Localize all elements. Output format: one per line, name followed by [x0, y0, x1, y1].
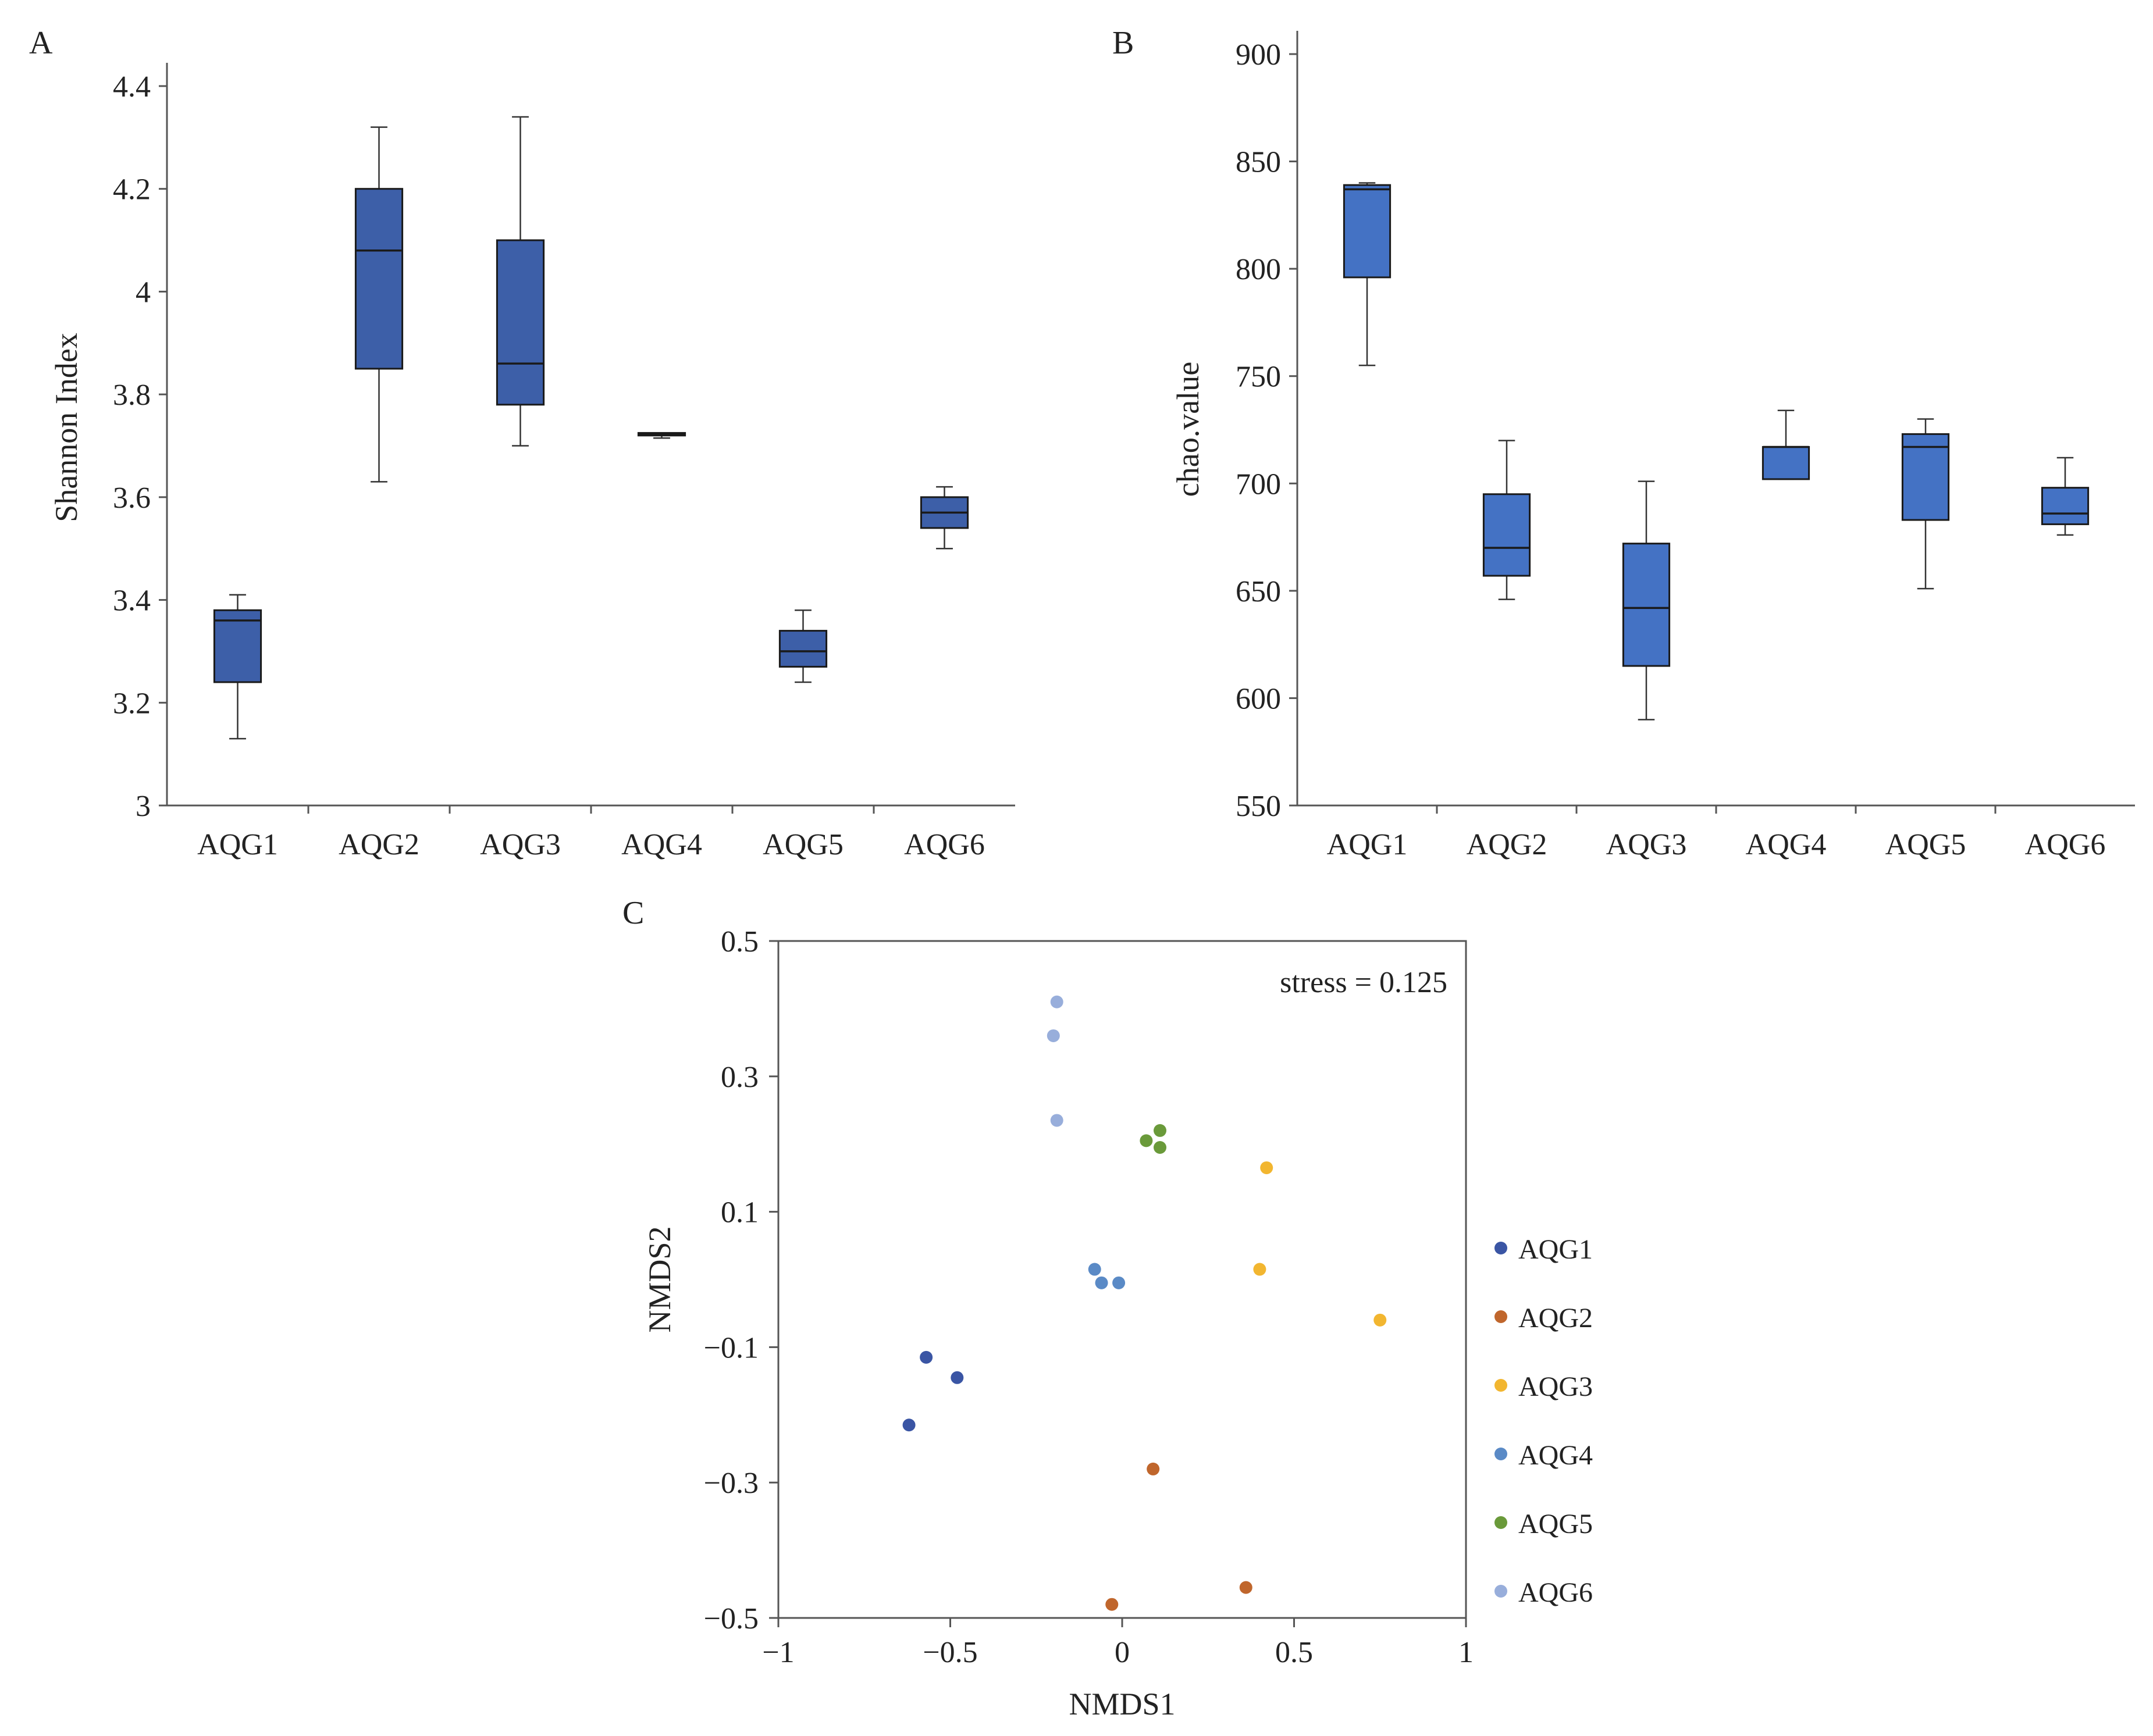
- scatter-point-aqg2: [1105, 1598, 1119, 1611]
- panel-b-y-tick-label: 850: [1236, 146, 1281, 179]
- scatter-point-aqg3: [1253, 1263, 1266, 1276]
- panel-b-x-tick-label: AQG5: [1885, 828, 1966, 861]
- panel-c-y-axis-title: NMDS2: [642, 1226, 677, 1332]
- panel-a-y-tick-label: 3.6: [113, 482, 151, 515]
- scatter-point-aqg3: [1260, 1161, 1273, 1174]
- panel-b-x-tick-label: AQG2: [1467, 828, 1547, 861]
- panel-a-y-axis-title: Shannon Index: [49, 333, 84, 522]
- panel-c-x-tick-label: −0.5: [923, 1636, 977, 1669]
- scatter-point-aqg1: [902, 1418, 916, 1432]
- legend-marker-aqg3: [1494, 1379, 1507, 1392]
- panel-b-y-tick-label: 900: [1236, 38, 1281, 72]
- panel-b-box-aqg3: [1622, 543, 1671, 667]
- panel-a-shannon: A 3 3.2 3.4 3.6 3.8 4 4.2 4.4 AQG1 AQG2 AQG3 AQG4 AQ…: [29, 25, 1015, 861]
- panel-label-c: C: [622, 895, 644, 931]
- scatter-point-aqg5: [1154, 1124, 1167, 1137]
- panel-b-y-tick-label: 800: [1236, 253, 1281, 286]
- panel-a-box-aqg5: [778, 630, 828, 668]
- scatter-point-aqg1: [951, 1371, 964, 1384]
- legend-label-aqg2: AQG2: [1518, 1303, 1593, 1334]
- panel-b-box-aqg2: [1482, 493, 1531, 577]
- scatter-point-aqg5: [1140, 1134, 1153, 1147]
- panel-b-chao: B 550 600 650 700 750 800 850 900 AQG1 AQG2 AQG3 AQ…: [1112, 25, 2135, 861]
- panel-b-y-tick-label: 750: [1236, 361, 1281, 394]
- panel-b-y-tick-label: 650: [1236, 575, 1281, 608]
- legend-label-aqg1: AQG1: [1518, 1234, 1593, 1265]
- legend-label-aqg5: AQG5: [1518, 1509, 1593, 1539]
- panel-c-y-tick-label: 0.1: [721, 1196, 759, 1229]
- panel-a-y-tick-label: 3.8: [113, 379, 151, 412]
- panel-c-y-tick-label: −0.3: [704, 1467, 759, 1500]
- panel-a-box-aqg2: [354, 188, 404, 370]
- panel-c-x-tick-label: −1: [762, 1636, 794, 1669]
- panel-a-x-tick-label: AQG5: [763, 828, 844, 861]
- scatter-point-aqg6: [1050, 995, 1063, 1008]
- panel-b-y-axis-title: chao.value: [1170, 362, 1205, 497]
- panel-c-y-tick-label: −0.5: [704, 1602, 759, 1635]
- scatter-point-aqg2: [1239, 1581, 1252, 1594]
- panel-a-y-tick-label: 4: [136, 276, 151, 309]
- panel-b-y-tick-label: 700: [1236, 468, 1281, 501]
- panel-c-legend: AQG1 AQG2 AQG3 AQG4 AQG5 AQG6: [1494, 1234, 1593, 1608]
- legend-marker-aqg1: [1494, 1242, 1507, 1254]
- panel-c-y-tick-label: 0.5: [721, 925, 759, 958]
- panel-a-box-aqg1: [213, 609, 262, 683]
- panel-c-plot-area: −1 −0.5 0 0.5 1−0.5−0.3−0.10.10.30.5: [704, 925, 1474, 1669]
- panel-b-plot-area: 550 600 650 700 750 800 850 900 AQG1 AQG2 AQG3 AQG4…: [1236, 31, 2135, 861]
- legend-marker-aqg5: [1494, 1516, 1507, 1529]
- legend-label-aqg4: AQG4: [1518, 1440, 1593, 1471]
- panel-a-x-tick-label: AQG2: [339, 828, 419, 861]
- panel-a-y-tick-label: 4.2: [113, 173, 151, 206]
- scatter-point-aqg4: [1112, 1276, 1126, 1289]
- panel-b-y-tick-label: 600: [1236, 682, 1281, 715]
- legend-marker-aqg4: [1494, 1448, 1507, 1460]
- scatter-point-aqg2: [1147, 1462, 1160, 1475]
- legend-marker-aqg6: [1494, 1585, 1507, 1598]
- panel-label-a: A: [29, 25, 53, 61]
- panel-b-box-aqg4: [1761, 446, 1810, 480]
- panel-c-nmds: C −1 −0.5 0 0.5 1−0.5−0.3−0.10.10.30.5 stres…: [622, 895, 1593, 1721]
- panel-a-x-tick-label: AQG6: [904, 828, 985, 861]
- panel-a-y-tick-label: 4.4: [113, 70, 151, 104]
- panel-b-box-aqg5: [1901, 433, 1950, 521]
- scatter-point-aqg4: [1095, 1276, 1108, 1289]
- legend-label-aqg6: AQG6: [1518, 1577, 1593, 1608]
- panel-b-box-aqg6: [2041, 487, 2090, 525]
- panel-c-x-tick-label: 0.5: [1275, 1636, 1313, 1669]
- panel-label-b: B: [1112, 25, 1134, 61]
- panel-c-x-tick-label: 1: [1458, 1636, 1474, 1669]
- panel-a-y-tick-label: 3.4: [113, 584, 151, 618]
- panel-c-x-axis-title: NMDS1: [1069, 1687, 1175, 1721]
- panel-a-x-tick-label: AQG3: [480, 828, 561, 861]
- scatter-point-aqg4: [1088, 1263, 1101, 1276]
- scatter-point-aqg3: [1373, 1313, 1387, 1327]
- panel-b-x-tick-label: AQG6: [2025, 828, 2106, 861]
- scatter-point-aqg6: [1047, 1029, 1060, 1042]
- panel-a-box-aqg3: [496, 239, 545, 406]
- panel-b-y-tick-label: 550: [1236, 790, 1281, 823]
- stress-annotation: stress = 0.125: [1280, 966, 1447, 999]
- legend-label-aqg3: AQG3: [1518, 1371, 1593, 1402]
- panel-b-x-tick-label: AQG1: [1327, 828, 1408, 861]
- panel-c-x-tick-label: 0: [1115, 1636, 1130, 1669]
- legend-marker-aqg2: [1494, 1310, 1507, 1323]
- panel-a-plot-area: 3 3.2 3.4 3.6 3.8 4 4.2 4.4 AQG1 AQG2 AQG3 AQG4 AQG5…: [113, 63, 1015, 861]
- scatter-point-aqg6: [1050, 1114, 1063, 1127]
- scatter-point-aqg1: [920, 1350, 933, 1364]
- panel-b-x-tick-label: AQG4: [1746, 828, 1827, 861]
- panel-b-box-aqg1: [1343, 184, 1392, 279]
- panel-a-y-tick-label: 3.2: [113, 687, 151, 720]
- panel-c-y-tick-label: 0.3: [721, 1061, 759, 1094]
- panel-b-x-tick-label: AQG3: [1606, 828, 1687, 861]
- panel-c-y-tick-label: −0.1: [704, 1331, 759, 1364]
- panel-a-x-tick-label: AQG1: [197, 828, 278, 861]
- panel-a-x-tick-label: AQG4: [621, 828, 702, 861]
- panel-a-y-tick-label: 3: [136, 790, 151, 823]
- scatter-point-aqg5: [1154, 1141, 1167, 1154]
